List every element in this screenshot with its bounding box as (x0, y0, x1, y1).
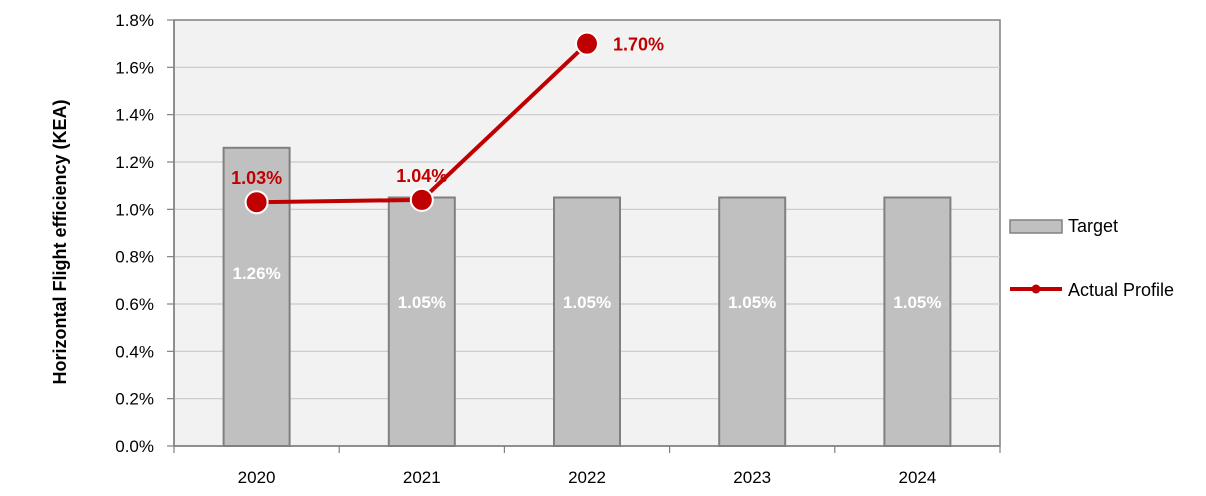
y-tick-label: 1.8% (115, 11, 154, 30)
target-bar (387, 196, 456, 447)
x-tick-label: 2022 (568, 468, 606, 487)
y-tick-label: 1.6% (115, 58, 154, 77)
y-tick-label: 0.8% (115, 248, 154, 267)
actual-profile-label: 1.70% (613, 35, 664, 55)
actual-profile-point (575, 31, 599, 56)
legend-target-label: Target (1068, 216, 1118, 236)
target-bar-label: 1.26% (232, 264, 280, 283)
actual-profile-label: 1.03% (231, 168, 282, 188)
y-tick-labels: 0.0% 0.2% 0.4% 0.6% 0.8% 1.0% 1.2% 1.4% 1.6% 1.8% (115, 11, 154, 456)
y-tick-label: 0.2% (115, 390, 154, 409)
x-tick-label: 2023 (733, 468, 771, 487)
actual-profile-label: 1.04% (396, 166, 447, 186)
target-bar (718, 196, 787, 447)
x-tick-label: 2021 (403, 468, 441, 487)
x-tick-label: 2020 (238, 468, 276, 487)
legend-actual-label: Actual Profile (1068, 280, 1174, 300)
y-tick-label: 1.4% (115, 106, 154, 125)
target-bar-label: 1.05% (563, 293, 611, 312)
actual-profile-line: 1.03% 1.04% 1.70% (231, 31, 664, 215)
y-tick-label: 0.0% (115, 437, 154, 456)
axes (167, 19, 1001, 453)
y-tick-label: 1.0% (115, 200, 154, 219)
legend-target-swatch (1009, 219, 1063, 234)
x-tick-labels: 2020 2021 2022 2023 2024 (238, 468, 937, 487)
actual-profile-point (244, 190, 269, 215)
y-axis-label: Horizontal Flight efficiency (KEA) (50, 99, 70, 384)
legend-actual-marker (1031, 284, 1041, 294)
y-tick-label: 1.2% (115, 153, 154, 172)
target-bar-label: 1.05% (893, 293, 941, 312)
target-bar (553, 196, 621, 447)
y-tick-label: 0.6% (115, 295, 154, 314)
y-tick-label: 0.4% (115, 342, 154, 361)
target-bar-label: 1.05% (728, 293, 776, 312)
actual-profile-point (409, 187, 434, 212)
target-bar (883, 196, 952, 447)
legend: Target Actual Profile (1009, 216, 1174, 300)
target-bar-label: 1.05% (398, 293, 446, 312)
x-tick-label: 2024 (898, 468, 936, 487)
